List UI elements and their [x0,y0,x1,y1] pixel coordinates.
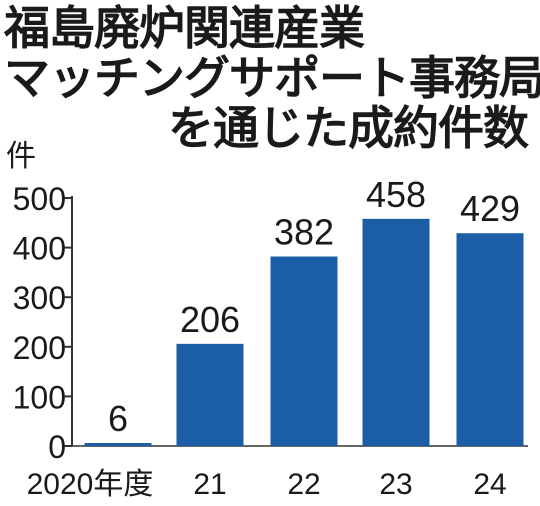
bar-value-label: 6 [108,398,128,439]
x-category-label: 24 [473,468,506,501]
bar-value-label: 458 [366,174,426,215]
bar [177,344,244,446]
x-category-label: 23 [379,468,412,501]
y-tick-label: 100 [13,379,66,415]
bar [457,233,524,446]
bar [363,219,430,446]
y-axis: 0 100 200 300 400 500 [13,181,528,465]
x-category-label: 2020年度 [27,468,154,501]
y-tick-label: 300 [13,280,66,316]
bar-value-label: 429 [460,188,520,229]
y-tick-label: 400 [13,231,66,267]
bar [271,257,338,446]
x-axis-labels: 2020年度 21 22 23 24 [27,468,507,501]
x-category-label: 22 [287,468,320,501]
y-tick-label: 200 [13,330,66,366]
bar-value-label: 206 [180,299,240,340]
bars [85,219,524,446]
y-tick-label: 500 [13,181,66,217]
bar-value-label: 382 [274,212,334,253]
bar [85,443,152,446]
x-category-label: 21 [193,468,226,501]
y-tick-label: 0 [48,429,66,465]
